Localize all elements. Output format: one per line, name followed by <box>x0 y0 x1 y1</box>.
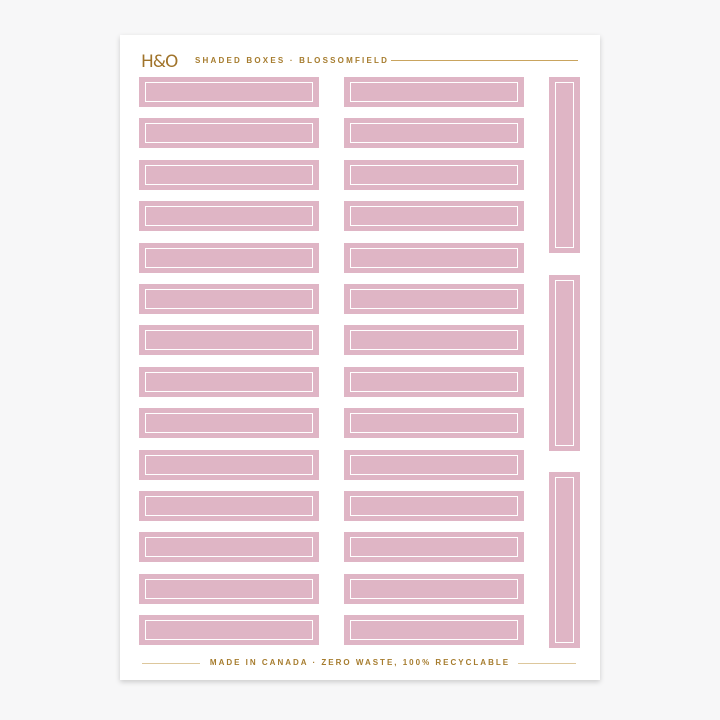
horizontal-sticker <box>344 366 524 397</box>
vertical-sticker <box>549 77 580 253</box>
horizontal-sticker <box>344 201 524 232</box>
horizontal-sticker <box>139 408 319 439</box>
sticker-inner-border <box>145 578 313 599</box>
sticker-inner-border <box>350 620 518 641</box>
horizontal-sticker <box>139 366 319 397</box>
sticker-inner-border <box>350 289 518 309</box>
sticker-inner-border <box>350 330 518 351</box>
horizontal-sticker <box>139 242 319 273</box>
sticker-inner-border <box>145 123 313 144</box>
sticker-inner-border <box>145 537 313 558</box>
horizontal-sticker <box>344 449 524 480</box>
sticker-inner-border <box>145 164 313 185</box>
sticker-inner-border <box>145 371 313 392</box>
sticker-inner-border <box>555 82 574 248</box>
horizontal-sticker <box>139 159 319 190</box>
sticker-inner-border <box>555 477 574 643</box>
sticker-inner-border <box>145 289 313 309</box>
horizontal-sticker <box>344 159 524 190</box>
horizontal-sticker <box>139 615 319 646</box>
horizontal-sticker <box>344 118 524 149</box>
sticker-inner-border <box>350 123 518 144</box>
horizontal-sticker <box>344 491 524 521</box>
sticker-inner-border <box>145 206 313 227</box>
sticker-inner-border <box>350 454 518 475</box>
sticker-inner-border <box>145 82 313 102</box>
horizontal-sticker <box>139 449 319 480</box>
vertical-sticker <box>549 472 580 648</box>
sticker-inner-border <box>145 330 313 351</box>
sticker-inner-border <box>350 82 518 102</box>
horizontal-sticker <box>139 118 319 149</box>
sticker-inner-border <box>350 371 518 392</box>
footer-divider-left <box>142 663 200 664</box>
horizontal-sticker <box>344 77 524 107</box>
sticker-inner-border <box>350 537 518 558</box>
horizontal-sticker <box>344 615 524 646</box>
horizontal-sticker <box>139 284 319 314</box>
sticker-inner-border <box>555 279 574 446</box>
horizontal-sticker <box>344 325 524 356</box>
horizontal-sticker <box>139 573 319 604</box>
sticker-inner-border <box>145 620 313 641</box>
sheet-title: SHADED BOXES · BLOSSOMFIELD <box>195 56 390 65</box>
horizontal-sticker <box>344 408 524 439</box>
footer-divider-right <box>518 663 576 664</box>
vertical-sticker <box>549 274 580 451</box>
sticker-inner-border <box>145 454 313 475</box>
sticker-inner-border <box>350 413 518 434</box>
horizontal-sticker <box>139 532 319 563</box>
sticker-inner-border <box>350 206 518 227</box>
sticker-inner-border <box>350 496 518 516</box>
horizontal-sticker <box>344 532 524 563</box>
horizontal-sticker <box>139 77 319 107</box>
sticker-sheet: H&O SHADED BOXES · BLOSSOMFIELD MADE IN … <box>120 35 600 680</box>
footer-text: MADE IN CANADA · ZERO WASTE, 100% RECYCL… <box>209 658 511 667</box>
sticker-inner-border <box>350 164 518 185</box>
header-divider <box>391 60 578 61</box>
horizontal-sticker <box>344 284 524 314</box>
sticker-inner-border <box>145 413 313 434</box>
sticker-inner-border <box>350 578 518 599</box>
horizontal-sticker <box>344 242 524 273</box>
horizontal-sticker <box>139 325 319 356</box>
brand-logo: H&O <box>141 52 178 72</box>
horizontal-sticker <box>344 573 524 604</box>
horizontal-sticker <box>139 201 319 232</box>
horizontal-sticker <box>139 491 319 521</box>
sticker-inner-border <box>145 247 313 268</box>
sticker-inner-border <box>350 247 518 268</box>
sticker-inner-border <box>145 496 313 516</box>
